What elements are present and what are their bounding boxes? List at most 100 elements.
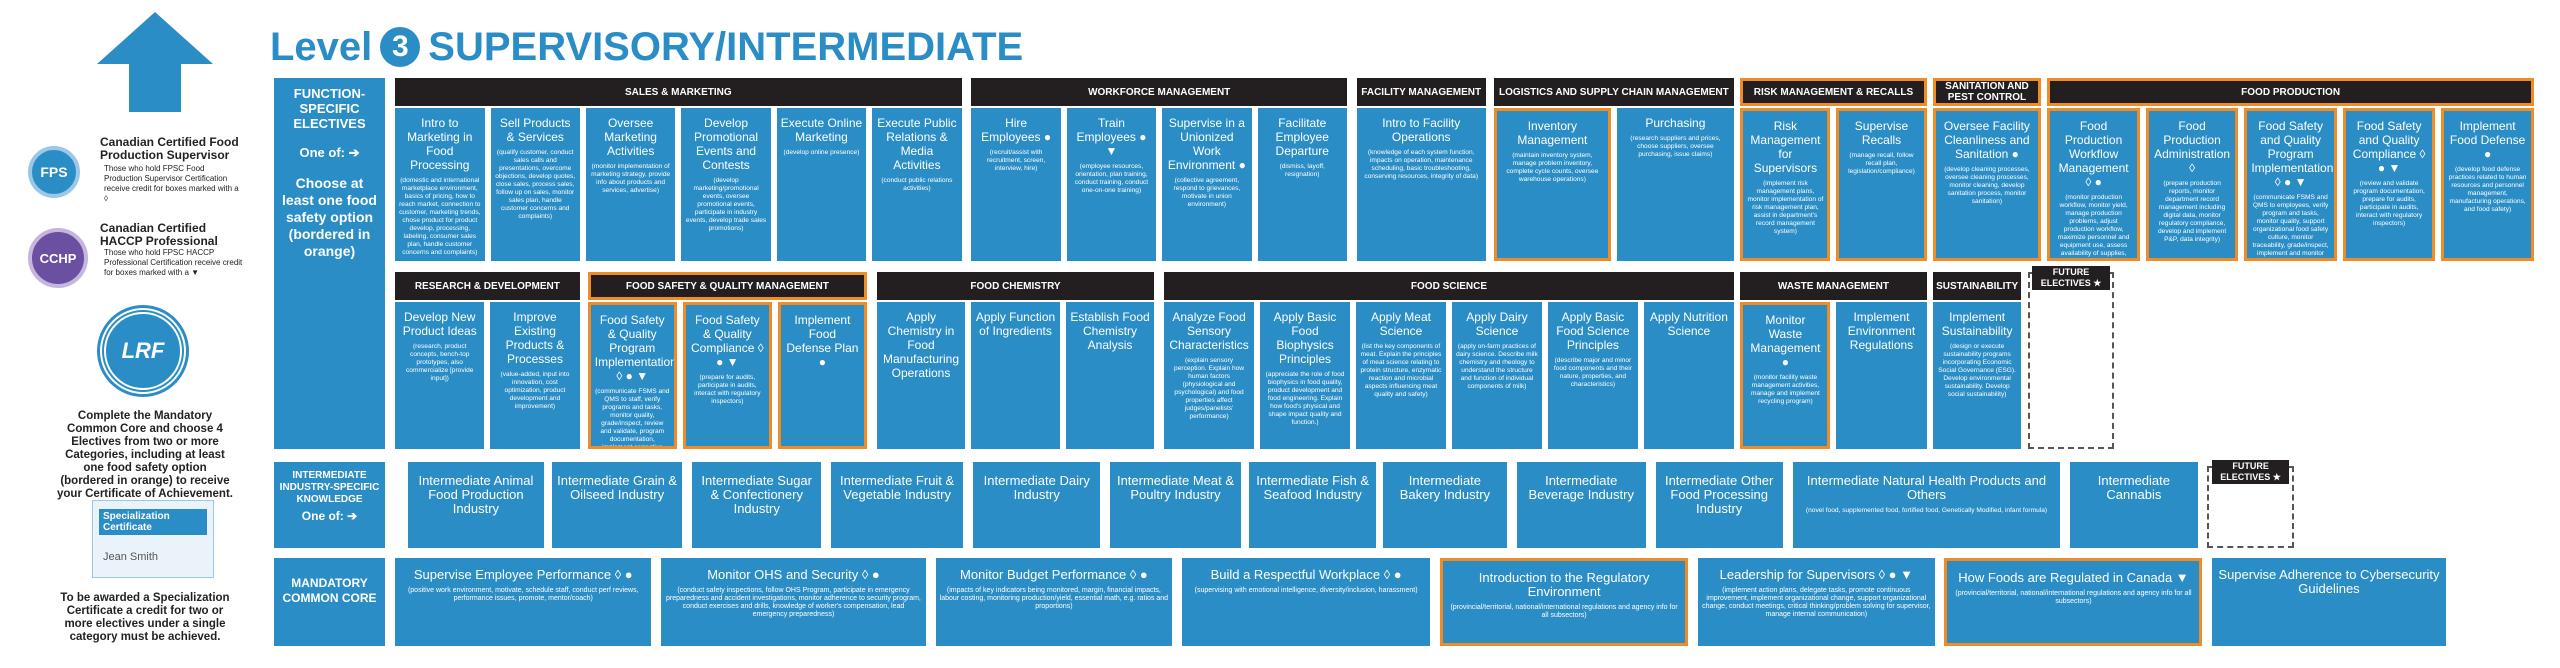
page-title: Level 3 SUPERVISORY/INTERMEDIATE — [270, 22, 1023, 72]
course-box: Apply Basic Food Biophysics Principles (a… — [1260, 302, 1350, 449]
future-electives — [2027, 272, 2115, 449]
course-title: Improve Existing Products & Processes — [505, 310, 565, 366]
course-desc: (value-added, input into innovation, cos… — [500, 371, 570, 410]
course-box: Leadership for Supervisors ◊ ● ▼ (impleme… — [1697, 558, 1935, 646]
course-title: Apply Function of Ingredients — [975, 310, 1056, 338]
course-title: Intermediate Natural Health Products and… — [1806, 473, 2047, 502]
lrf-badge: LRF — [100, 308, 186, 394]
course-title: Monitor OHS and Security ◊ ● — [707, 567, 880, 582]
course-desc: (research, product concepts, bench-top p… — [405, 343, 474, 382]
course-desc: (describe major and minor food component… — [1553, 357, 1632, 388]
category-header: WASTE MANAGEMENT — [1740, 272, 1927, 300]
course-title: Train Employees ● ▼ — [1076, 116, 1147, 158]
course-title: Supervise Adherence to Cybersecurity Gui… — [2218, 567, 2440, 596]
course-desc: (impacts of key indicators being monitor… — [939, 587, 1169, 610]
category-header: FOOD SAFETY & QUALITY MANAGEMENT — [587, 272, 867, 300]
course-title: Apply Basic Food Science Principles — [1556, 310, 1630, 352]
course-box: Implement Environment Regulations — [1836, 302, 1927, 449]
fps-text: Those who hold FPSC Food Production Supe… — [104, 164, 239, 203]
course-desc: (recruit/assist with recruitment, screen… — [986, 149, 1046, 172]
course-box: Inventory Management (maintain inventory … — [1493, 108, 1611, 261]
course-desc: (conduct safety inspections, follow OHS … — [666, 587, 921, 618]
course-title: Hire Employees ● — [981, 116, 1052, 144]
course-desc: (implement risk management plans, monito… — [1747, 180, 1824, 235]
course-title: Intermediate Sugar & Confectionery Indus… — [701, 473, 812, 516]
course-title: Analyze Food Sensory Characteristics — [1169, 310, 1249, 352]
course-box: Intermediate Sugar & Confectionery Indus… — [692, 462, 822, 548]
course-title: Apply Chemistry in Food Manufacturing Op… — [882, 310, 960, 380]
course-title: Execute Online Marketing — [780, 116, 863, 144]
course-desc: (list the key components of meat. Explai… — [1360, 343, 1442, 398]
course-box: Apply Chemistry in Food Manufacturing Op… — [876, 302, 966, 449]
certificate-name: Jean Smith — [103, 551, 159, 563]
course-box: Oversee Marketing Activities (monitor imp… — [585, 108, 676, 261]
course-title: Implement Environment Regulations — [1847, 310, 1916, 352]
course-title: Purchasing — [1645, 116, 1706, 130]
course-title: Food Production Administration ◊ — [2154, 119, 2231, 175]
course-title: Sell Products & Services — [499, 116, 571, 144]
course-title: Intro to Facility Operations — [1382, 116, 1461, 144]
course-box: Intermediate Other Food Processing Indus… — [1655, 462, 1783, 548]
course-box: Sell Products & Services (qualify custome… — [490, 108, 580, 261]
course-box: Apply Function of Ingredients — [971, 302, 1060, 449]
course-desc: (qualify customer, conduct sales calls a… — [495, 149, 576, 220]
course-box: Develop New Product Ideas (research, prod… — [395, 302, 485, 449]
course-desc: (maintain inventory system, manage probl… — [1506, 152, 1599, 183]
instructions: Complete the Mandatory Common Core and c… — [57, 410, 233, 500]
course-title: Oversee Facility Cleanliness and Sanitat… — [1943, 119, 2030, 161]
course-title: Apply Nutrition Science — [1649, 310, 1728, 338]
course-title: Supervise in a Unionized Work Environmen… — [1167, 116, 1246, 172]
course-desc: (research suppliers and prices, choose s… — [1630, 135, 1721, 158]
course-box: Intermediate Grain & Oilseed Industry — [551, 462, 683, 548]
course-title: Intermediate Bakery Industry — [1399, 473, 1491, 502]
course-box: Monitor OHS and Security ◊ ● (conduct saf… — [661, 558, 926, 646]
course-desc: (conduct public relations activities) — [881, 177, 953, 192]
course-title: Intermediate Meat & Poultry Industry — [1116, 473, 1235, 502]
course-title: Leadership for Supervisors ◊ ● ▼ — [1719, 567, 1913, 582]
industry-label: INTERMEDIATE INDUSTRY-SPECIFIC KNOWLEDGE… — [274, 462, 385, 548]
course-title: Intermediate Cannabis — [2097, 473, 2170, 502]
level-number: 3 — [380, 27, 421, 67]
electives-choose: Choose at least one food safety option (… — [282, 175, 377, 259]
electives-title: FUNCTION-SPECIFIC ELECTIVES — [293, 86, 366, 131]
course-desc: (develop marketing/promotional events, o… — [685, 177, 767, 232]
course-box: Execute Online Marketing (develop online … — [776, 108, 867, 261]
future-label: FUTURE ELECTIVES ★ — [2212, 460, 2289, 484]
course-title: Execute Public Relations & Media Activit… — [877, 116, 957, 172]
course-title: Risk Management for Supervisors — [1750, 119, 1821, 175]
course-title: Apply Basic Food Biophysics Principles — [1273, 310, 1337, 366]
course-desc: (review and validate program documentati… — [2353, 180, 2425, 227]
level-word: Level — [270, 24, 373, 69]
course-box: How Foods are Regulated in Canada ▼ (prov… — [1944, 558, 2203, 646]
fps-title: Canadian Certified Food Production Super… — [100, 135, 239, 162]
course-title: Intermediate Fish & Seafood Industry — [1256, 473, 1369, 502]
future-label: FUTURE ELECTIVES ★ — [2031, 266, 2111, 290]
industry-one-of: One of: ➔ — [301, 509, 358, 523]
course-title: Inventory Management — [1517, 119, 1588, 147]
course-title: Food Safety & Quality Compliance ◊ ● ▼ — [691, 313, 764, 369]
course-box: Implement Sustainability (design or execu… — [1933, 302, 2022, 449]
course-desc: (apply on-farm practices of dairy scienc… — [1456, 343, 1538, 390]
course-box: Food Safety and Quality Compliance ◊ ● ▼… — [2342, 108, 2436, 261]
course-box: Food Production Administration ◊ (prepare… — [2145, 108, 2239, 261]
course-title: Food Safety & Quality Program Implementa… — [594, 313, 677, 383]
course-box: Supervise in a Unionized Work Environmen… — [1162, 108, 1252, 261]
course-box: Apply Nutrition Science — [1643, 302, 1734, 449]
course-desc: (develop cleaning processes, oversee cle… — [1944, 166, 2030, 205]
course-box: Introduction to the Regulatory Environme… — [1440, 558, 1689, 646]
course-title: Supervise Recalls — [1854, 119, 1909, 147]
course-desc: (knowledge of each system function, impa… — [1364, 149, 1479, 180]
course-box: Hire Employees ● (recruit/assist with rec… — [971, 108, 1061, 261]
course-box: Intro to Facility Operations (knowledge o… — [1356, 108, 1486, 261]
course-box: Train Employees ● ▼ (employee resources, … — [1066, 108, 1157, 261]
course-desc: (collective agreement, respond to grieva… — [1173, 177, 1241, 208]
course-desc: (prepare for audits, participate in audi… — [694, 374, 761, 405]
course-title: Intermediate Beverage Industry — [1528, 473, 1634, 502]
category-header: RISK MANAGEMENT & RECALLS — [1740, 78, 1927, 106]
core-label: MANDATORY COMMON CORE — [274, 558, 385, 646]
course-box: Supervise Recalls (manage recall, follow … — [1836, 108, 1927, 261]
course-desc: (domestic and international marketplace … — [399, 177, 481, 256]
course-box: Implement Food Defense ● (develop food de… — [2441, 108, 2534, 261]
course-box: Food Production Workflow Management ◊ ●(… — [2047, 108, 2140, 261]
